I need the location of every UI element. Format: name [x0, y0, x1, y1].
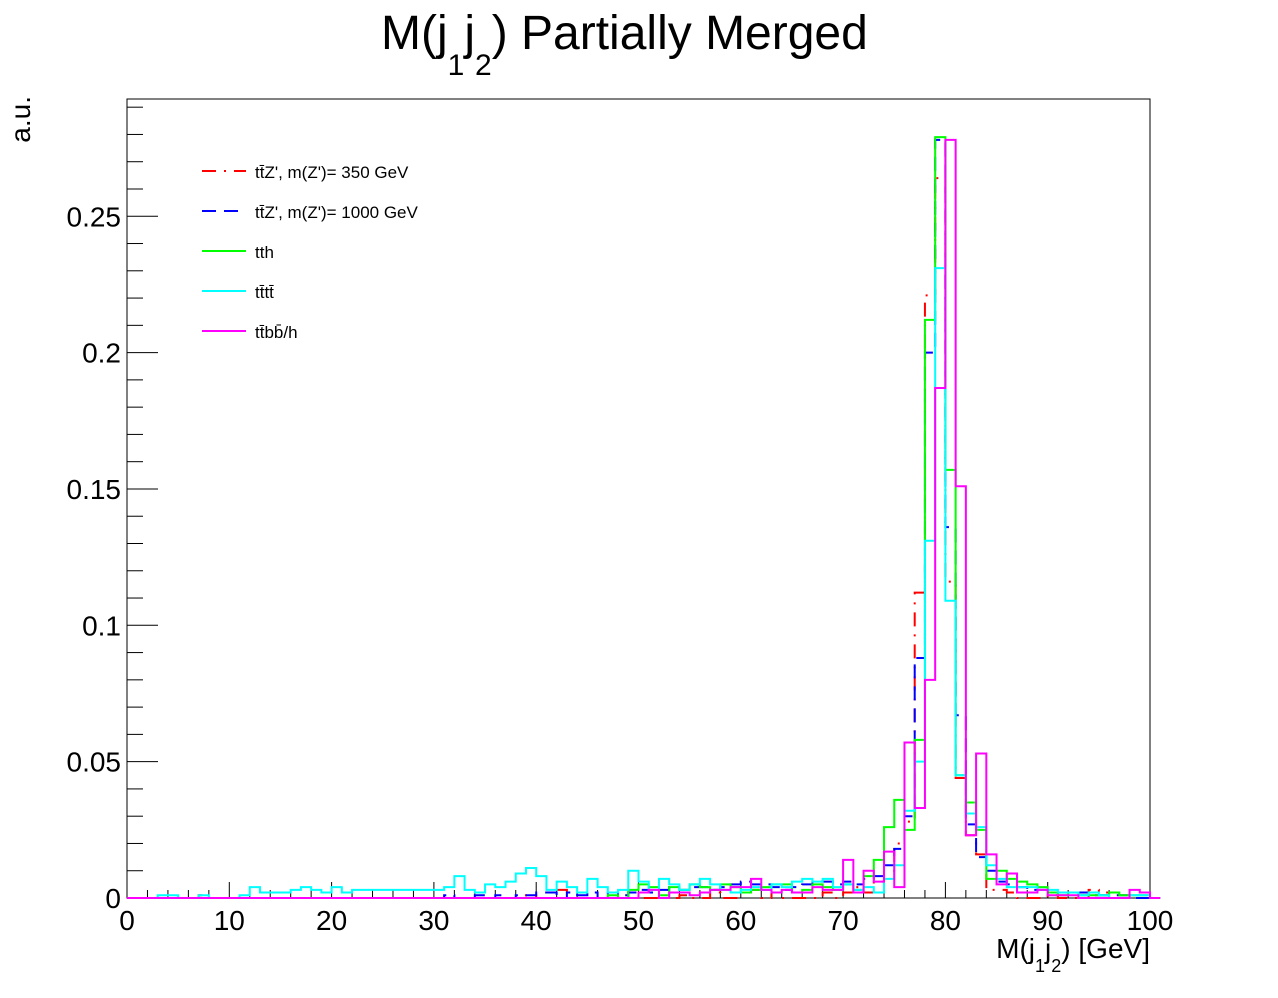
title-rest: ) Partially Merged — [492, 7, 868, 60]
y-tick-label: 0 — [105, 883, 121, 914]
y-tick-label: 0.15 — [67, 474, 122, 505]
legend: tt̄Z', m(Z')= 350 GeV tt̄Z', m(Z')= 1000 … — [202, 163, 419, 342]
y-tick-label: 0.2 — [82, 338, 121, 369]
series-group — [127, 136, 1161, 899]
y-tick-label: 0.25 — [67, 201, 122, 232]
x-tick-label: 0 — [119, 905, 135, 936]
legend-label: tth — [255, 243, 274, 262]
series-line-1 — [127, 177, 1120, 899]
x-tick-label: 40 — [521, 905, 552, 936]
x-tick-label: 100 — [1127, 905, 1174, 936]
legend-label: tt̄Z', m(Z')= 1000 GeV — [255, 203, 419, 222]
series-line-4 — [127, 267, 1161, 899]
axis-ticks: 0 10 20 30 40 50 60 70 80 90 100 0 0.05 0.1 0.15 0.2 0.2… — [67, 106, 1174, 936]
svg-text:M(j1j2) [GeV]: M(j1j2) [GeV] — [996, 933, 1150, 976]
series-line-5 — [127, 138, 1161, 899]
y-axis-label: a.u. — [5, 96, 36, 143]
xlabel-mid: j — [1044, 933, 1051, 964]
series-line-3 — [127, 136, 1161, 899]
title-sub1: 1 — [448, 49, 465, 82]
legend-label: tt̄bb̄/h — [255, 323, 298, 342]
chart-title: M(j1j2) Partially Merged — [381, 7, 868, 82]
x-tick-label: 10 — [214, 905, 245, 936]
legend-label: tt̄tt̄ — [255, 283, 274, 302]
title-main: M(j — [381, 7, 448, 60]
svg-text:M(j1j2) Partially Merged: M(j1j2) Partially Merged — [381, 7, 868, 82]
xlabel-sub1: 1 — [1035, 956, 1045, 976]
x-tick-label: 80 — [930, 905, 961, 936]
xlabel-sub2: 2 — [1051, 956, 1061, 976]
y-tick-label: 0.05 — [67, 747, 122, 778]
xlabel-main: M(j — [996, 933, 1035, 964]
x-tick-label: 20 — [316, 905, 347, 936]
x-tick-label: 30 — [418, 905, 449, 936]
x-tick-label: 50 — [623, 905, 654, 936]
series-line-2 — [127, 138, 1161, 899]
legend-label: tt̄Z', m(Z')= 350 GeV — [255, 163, 409, 182]
title-sub2: 2 — [475, 49, 492, 82]
x-tick-label: 70 — [828, 905, 859, 936]
y-tick-label: 0.1 — [82, 610, 121, 641]
title-mid: j — [462, 7, 475, 60]
x-axis-label: M(j1j2) [GeV] — [996, 933, 1150, 976]
x-tick-label: 90 — [1032, 905, 1063, 936]
xlabel-rest: ) [GeV] — [1061, 933, 1150, 964]
x-tick-label: 60 — [725, 905, 756, 936]
